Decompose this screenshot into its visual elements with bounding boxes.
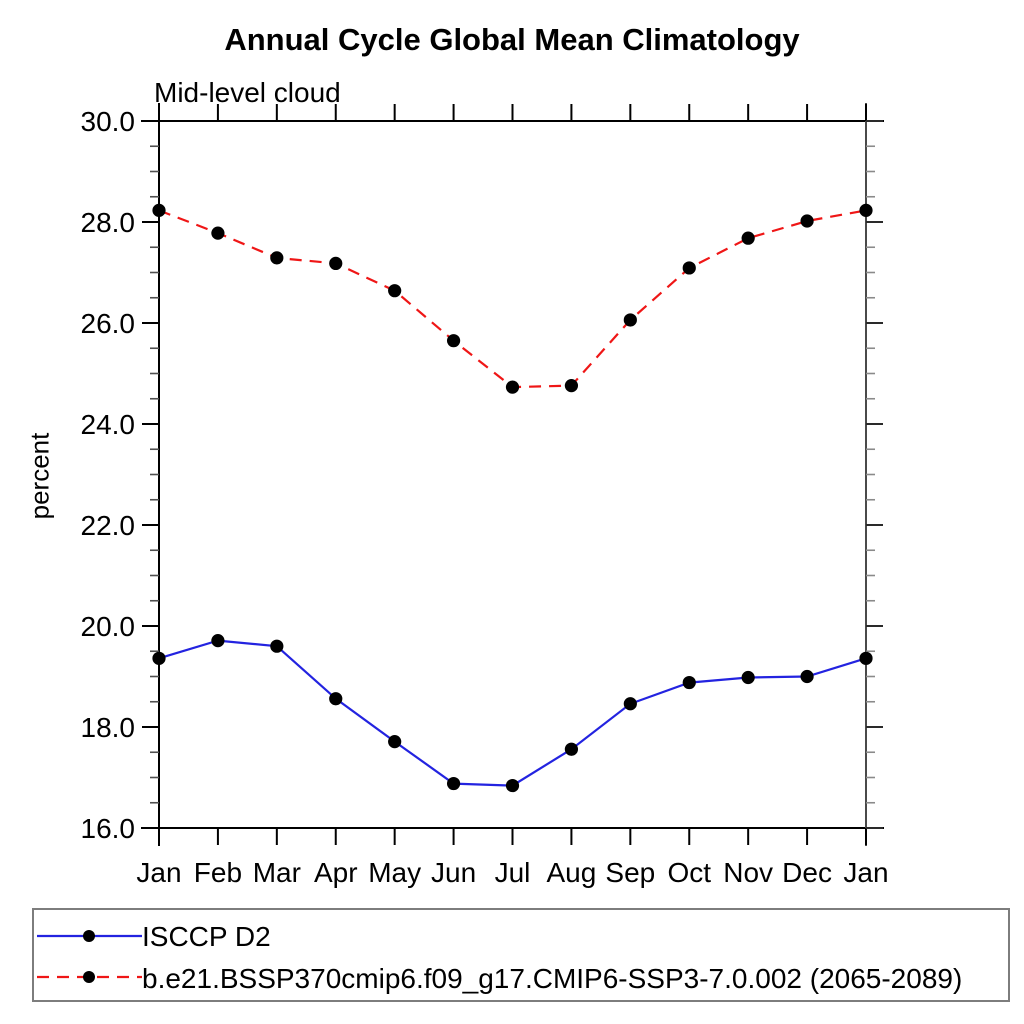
legend-line-sample-model <box>37 971 142 983</box>
x-tick-label: Jul <box>495 857 531 888</box>
y-tick-label: 22.0 <box>81 510 136 541</box>
data-point <box>741 231 755 245</box>
chart-title: Annual Cycle Global Mean Climatology <box>224 22 800 57</box>
legend-sample-marker <box>83 930 95 942</box>
chart-subtitle: Mid-level cloud <box>154 77 341 108</box>
x-tick-label: Apr <box>314 857 358 888</box>
x-tick-label: Jan <box>136 857 181 888</box>
x-tick-label: Aug <box>547 857 597 888</box>
legend-line-sample-isccp <box>37 930 142 942</box>
y-tick-label: 18.0 <box>81 712 136 743</box>
data-point <box>505 778 520 793</box>
data-point <box>446 776 461 791</box>
y-tick-label: 16.0 <box>81 813 136 844</box>
data-point <box>505 380 520 394</box>
data-point <box>859 203 873 217</box>
legend-sample-marker <box>83 971 95 983</box>
data-point <box>388 284 402 298</box>
x-tick-label: May <box>368 857 421 888</box>
data-point <box>211 226 225 240</box>
x-tick-label: Mar <box>253 857 301 888</box>
data-point <box>682 261 696 275</box>
data-point <box>623 313 637 327</box>
x-tick-label: Jan <box>843 857 888 888</box>
x-tick-label: Sep <box>605 857 655 888</box>
data-point <box>800 214 814 228</box>
x-tick-label: Dec <box>782 857 832 888</box>
data-point <box>564 742 579 756</box>
data-point <box>388 735 402 749</box>
series-line-1 <box>158 209 867 389</box>
legend: ISCCP D2 b.e21.BSSP370cmip6.f09_g17.CMIP… <box>32 908 1010 1002</box>
data-point <box>211 634 225 648</box>
x-tick-label: Nov <box>723 857 773 888</box>
data-point <box>152 651 166 665</box>
y-tick-label: 30.0 <box>81 106 136 137</box>
data-point <box>446 334 461 348</box>
y-tick-label: 26.0 <box>81 308 136 339</box>
data-point <box>270 639 284 653</box>
data-point <box>152 203 166 217</box>
x-tick-label: Jun <box>431 857 476 888</box>
data-point <box>859 651 873 665</box>
data-point <box>741 670 755 685</box>
data-point <box>329 692 343 706</box>
x-tick-label: Oct <box>667 857 711 888</box>
data-point <box>564 379 579 393</box>
y-tick-label: 20.0 <box>81 611 136 642</box>
data-point <box>270 251 284 265</box>
y-tick-label: 28.0 <box>81 207 136 238</box>
legend-label-isccp: ISCCP D2 <box>142 921 271 952</box>
series-line-0 <box>158 639 867 787</box>
legend-label-model: b.e21.BSSP370cmip6.f09_g17.CMIP6-SSP3-7.… <box>142 963 963 994</box>
data-point <box>623 697 637 711</box>
y-tick-label: 24.0 <box>81 409 136 440</box>
data-point <box>329 256 343 271</box>
x-tick-label: Feb <box>194 857 242 888</box>
data-point <box>800 669 814 684</box>
data-point <box>682 675 696 690</box>
